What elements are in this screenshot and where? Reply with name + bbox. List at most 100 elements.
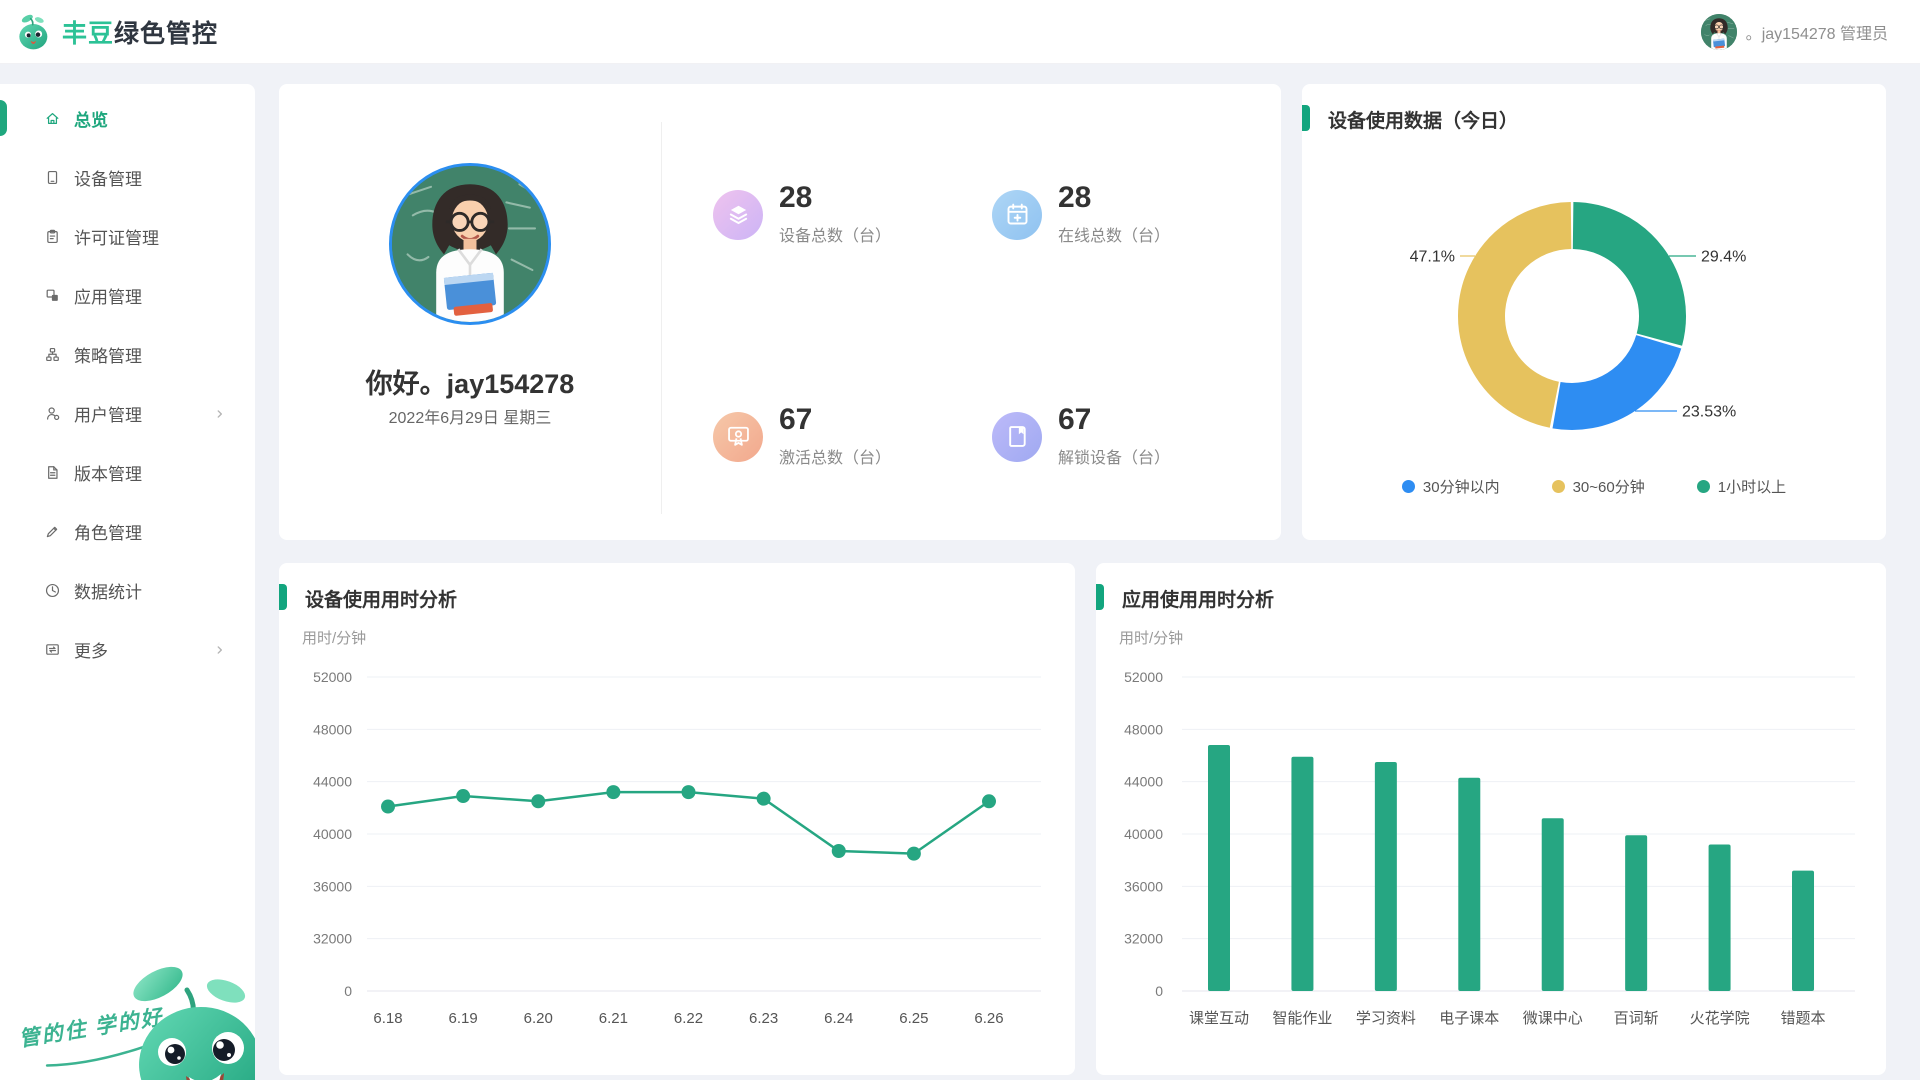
y-tick-label: 32000 xyxy=(313,931,352,947)
version-icon xyxy=(44,464,61,481)
y-tick-label: 36000 xyxy=(313,878,352,894)
user-menu[interactable]: 。jay154278 管理员 xyxy=(1700,13,1888,50)
more-icon xyxy=(44,641,61,658)
y-tick-label: 32000 xyxy=(1124,931,1163,947)
stat-value: 67 xyxy=(779,403,813,436)
legend-label: 30~60分钟 xyxy=(1572,479,1645,496)
y-axis-unit: 用时/分钟 xyxy=(302,630,367,647)
y-tick-label: 36000 xyxy=(1124,878,1163,894)
y-tick-label: 40000 xyxy=(1124,826,1163,842)
calendar-plus-icon xyxy=(992,189,1042,240)
date-text: 2022年6月29日 星期三 xyxy=(388,410,552,427)
y-tick-label: 40000 xyxy=(313,826,352,842)
sidebar-item-1[interactable]: 总览 xyxy=(0,96,255,140)
x-tick-label: 6.22 xyxy=(674,1010,703,1027)
x-tick-label: 6.19 xyxy=(449,1010,478,1027)
y-tick-label: 48000 xyxy=(313,721,352,737)
card-title: 设备使用数据（今日） xyxy=(1328,111,1519,132)
donut-percent-label: 47.1% xyxy=(1410,249,1455,266)
greeting-text: 你好。jay154278 xyxy=(365,369,575,399)
active-indicator xyxy=(0,100,7,136)
legend-label: 1小时以上 xyxy=(1717,479,1787,496)
sidebar: 总览设备管理许可证管理应用管理策略管理用户管理版本管理角色管理数据统计更多 管的… xyxy=(0,84,255,1080)
y-tick-label: 52000 xyxy=(1124,669,1163,685)
y-tick-label: 0 xyxy=(344,983,352,999)
sidebar-item-10[interactable]: 更多 xyxy=(0,627,255,671)
donut-percent-label: 29.4% xyxy=(1701,249,1746,266)
x-tick-label: 课堂互动 xyxy=(1189,1010,1249,1027)
donut-segment-30分钟以内 xyxy=(1552,334,1682,430)
stat-value: 28 xyxy=(779,181,813,214)
x-tick-label: 6.20 xyxy=(524,1010,553,1027)
legend-dot xyxy=(1401,480,1415,493)
sidebar-item-3[interactable]: 许可证管理 xyxy=(0,214,255,258)
brand-logo: 丰豆绿色管控 xyxy=(14,12,218,52)
layers-icon xyxy=(713,189,763,240)
donut-segment-30~60分钟 xyxy=(1458,202,1573,428)
legend-dot xyxy=(1551,480,1565,493)
bar-错题本 xyxy=(1792,870,1815,991)
sidebar-item-2[interactable]: 设备管理 xyxy=(0,155,255,199)
app-time-card: 应用使用用时分析 用时/分钟 52000 48000 44000 40000 36000… xyxy=(1096,563,1886,1075)
apps-icon xyxy=(44,287,61,304)
donut-legend: 30分钟以内 30~60分钟 1小时以上 xyxy=(1302,476,1886,497)
x-tick-label: 6.24 xyxy=(824,1010,853,1027)
sidebar-item-6[interactable]: 用户管理 xyxy=(0,391,255,435)
bar-chart: 52000 48000 44000 40000 36000 32000 0 课堂互动 智能作业 学… xyxy=(1124,669,1855,1027)
stats-icon xyxy=(44,582,61,599)
data-point xyxy=(531,794,546,809)
device-time-card: 设备使用用时分析 用时/分钟 52000 48000 44000 40000 36000… xyxy=(279,563,1075,1075)
x-tick-label: 电子课本 xyxy=(1439,1010,1499,1027)
donut-percent-label: 23.53% xyxy=(1682,404,1736,421)
data-point xyxy=(381,799,395,814)
sidebar-item-9[interactable]: 数据统计 xyxy=(0,568,255,612)
legend-item-3[interactable]: 1小时以上 xyxy=(1696,476,1787,497)
legend-item-1[interactable]: 30分钟以内 xyxy=(1401,476,1500,497)
data-point xyxy=(831,843,846,858)
data-point xyxy=(681,785,696,800)
bar-微课中心 xyxy=(1541,818,1564,991)
sidebar-item-label: 策略管理 xyxy=(74,346,142,366)
stat-block: 28 设备总数（台） xyxy=(713,183,891,246)
user-avatar[interactable] xyxy=(1700,13,1737,50)
x-tick-label: 百词斩 xyxy=(1614,1010,1659,1027)
data-point xyxy=(756,791,771,806)
x-tick-label: 6.21 xyxy=(599,1010,628,1027)
donut-chart: 29.4% 23.53% 47.1% xyxy=(1410,202,1746,430)
strategy-icon xyxy=(44,346,61,363)
sidebar-item-5[interactable]: 策略管理 xyxy=(0,332,255,376)
stat-block: 67 解锁设备（台） xyxy=(992,405,1170,468)
user-name-role: 。jay154278 管理员 xyxy=(1745,25,1888,43)
sidebar-mascot-zone: 管的住 学的好 xyxy=(0,964,255,1080)
data-point xyxy=(606,785,621,800)
bar-课堂互动 xyxy=(1208,745,1230,991)
sidebar-item-7[interactable]: 版本管理 xyxy=(0,450,255,494)
sidebar-item-8[interactable]: 角色管理 xyxy=(0,509,255,553)
title-marker xyxy=(1302,105,1310,131)
certificate-icon xyxy=(713,411,763,462)
welcome-card: 你好。jay154278 2022年6月29日 星期三 28 设备总数（台） 28 在… xyxy=(279,84,1281,540)
title-marker xyxy=(279,584,287,610)
x-tick-label: 智能作业 xyxy=(1272,1009,1332,1027)
role-icon xyxy=(44,523,61,540)
sidebar-item-label: 总览 xyxy=(74,110,108,130)
book-icon xyxy=(992,411,1042,462)
bar-百词斩 xyxy=(1625,835,1648,991)
card-title: 应用使用用时分析 xyxy=(1122,590,1275,611)
legend-item-2[interactable]: 30~60分钟 xyxy=(1551,476,1645,497)
mascot-logo-icon xyxy=(14,12,54,52)
x-tick-label: 6.25 xyxy=(899,1010,928,1027)
x-tick-label: 6.23 xyxy=(749,1010,778,1027)
license-icon xyxy=(44,228,61,245)
title-marker xyxy=(1096,584,1104,610)
stat-value: 28 xyxy=(1058,181,1092,214)
sidebar-item-label: 应用管理 xyxy=(74,287,142,307)
sidebar-item-4[interactable]: 应用管理 xyxy=(0,273,255,317)
chevron-right-icon xyxy=(213,406,227,420)
sidebar-menu: 总览设备管理许可证管理应用管理策略管理用户管理版本管理角色管理数据统计更多 xyxy=(0,96,255,671)
stat-label: 解锁设备（台） xyxy=(1058,450,1171,467)
y-tick-label: 48000 xyxy=(1124,721,1163,737)
brand-name: 丰豆绿色管控 xyxy=(62,19,219,48)
y-tick-label: 0 xyxy=(1155,983,1163,999)
stat-block: 28 在线总数（台） xyxy=(992,183,1170,246)
